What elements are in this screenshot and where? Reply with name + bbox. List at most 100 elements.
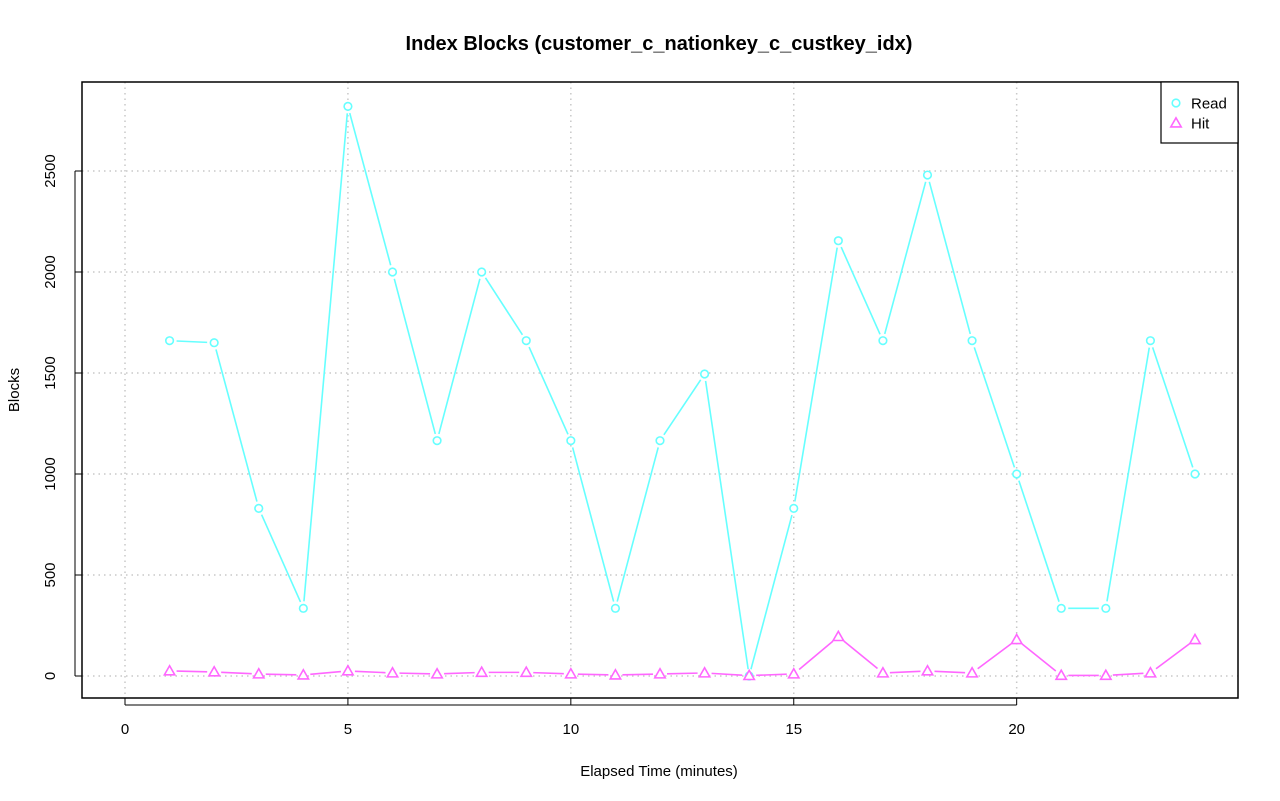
series <box>163 101 1202 681</box>
series-hit-segment <box>577 673 609 676</box>
series-read-segment <box>260 514 302 603</box>
legend: Read Hit <box>1160 81 1239 144</box>
series-hit <box>163 629 1202 681</box>
series-hit-segment <box>1155 643 1190 670</box>
y-tick-label: 1500 <box>42 356 59 389</box>
legend-hit-label: Hit <box>1191 116 1210 133</box>
hit-point <box>430 667 444 679</box>
series-hit-segment <box>1021 643 1057 672</box>
series-read-segment <box>616 447 659 602</box>
series-read-segment <box>215 349 258 502</box>
y-tick-label: 0 <box>42 672 59 680</box>
read-point <box>1056 603 1066 613</box>
x-tick-label: 5 <box>344 721 352 738</box>
series-read-segment <box>438 278 481 435</box>
series-read-segment <box>794 247 838 502</box>
hit-point <box>608 668 622 680</box>
series-read-segment <box>1018 480 1060 602</box>
series-read-segment <box>528 346 569 435</box>
legend-read-marker <box>1171 98 1181 108</box>
read-point <box>521 336 531 346</box>
read-point <box>878 336 888 346</box>
series-read-segment <box>348 112 392 266</box>
y-axis: 0 500 1000 1500 2000 2500 <box>42 154 82 680</box>
hit-point <box>742 668 756 681</box>
x-axis: 0 5 10 15 20 <box>121 698 1025 738</box>
hit-point <box>475 665 489 678</box>
series-hit-segment <box>889 670 921 674</box>
y-tick-label: 500 <box>42 562 59 587</box>
hit-point <box>296 668 310 680</box>
read-point <box>833 236 843 246</box>
hit-point <box>876 666 890 678</box>
series-read-segment <box>928 181 972 335</box>
y-tick-label: 2000 <box>42 255 59 288</box>
hit-point <box>965 666 979 678</box>
series-read-segment <box>176 340 208 344</box>
read-point <box>922 170 933 180</box>
hit-point <box>163 664 177 676</box>
series-read-segment <box>571 447 615 602</box>
series-hit-segment <box>977 643 1012 670</box>
series-read-segment <box>840 246 881 335</box>
series-read <box>164 101 1200 681</box>
series-hit-segment <box>1112 672 1144 676</box>
y-tick-label: 2500 <box>42 154 59 187</box>
series-read-segment <box>663 379 702 436</box>
legend-read-label: Read <box>1191 96 1227 113</box>
series-hit-segment <box>533 671 564 675</box>
read-point <box>1012 469 1022 479</box>
hit-point <box>519 665 533 678</box>
hit-point <box>1054 668 1068 681</box>
hit-point <box>787 667 801 679</box>
series-hit-segment <box>221 671 252 675</box>
hit-point <box>252 667 266 679</box>
series-hit-segment <box>798 640 834 671</box>
x-tick-label: 0 <box>121 721 129 738</box>
read-point <box>1145 336 1156 346</box>
read-point <box>164 336 175 346</box>
series-hit-segment <box>666 672 698 675</box>
x-tick-label: 20 <box>1008 721 1025 738</box>
x-axis-label: Elapsed Time (minutes) <box>580 763 738 780</box>
read-point <box>1190 469 1200 479</box>
read-point <box>610 603 621 613</box>
series-read-segment <box>484 277 524 336</box>
series-hit-segment <box>444 671 475 675</box>
legend-hit-marker <box>1169 116 1183 128</box>
hit-point <box>1143 666 1157 678</box>
x-tick-label: 10 <box>562 721 579 738</box>
hit-point <box>385 666 400 678</box>
hit-point <box>341 664 355 676</box>
series-read-segment <box>883 181 927 335</box>
hit-point <box>920 664 935 676</box>
series-hit-segment <box>843 640 878 670</box>
series-hit-segment <box>711 672 743 676</box>
y-axis-label: Blocks <box>6 368 23 412</box>
chart-title: Index Blocks (customer_c_nationkey_c_cus… <box>406 33 913 55</box>
read-point <box>432 436 442 446</box>
read-point <box>343 101 353 111</box>
y-tick-label: 1000 <box>42 457 59 490</box>
read-point <box>1101 603 1111 613</box>
read-point <box>209 338 219 348</box>
read-point <box>566 436 576 446</box>
hit-point <box>1188 632 1202 645</box>
series-hit-segment <box>310 670 342 676</box>
hit-point <box>698 666 712 678</box>
legend-box <box>1160 81 1239 144</box>
hit-point <box>1010 632 1024 645</box>
read-point <box>254 503 264 513</box>
hit-point <box>564 667 578 679</box>
series-hit-segment <box>265 673 297 676</box>
series-read-segment <box>973 347 1016 468</box>
series-hit-segment <box>756 673 787 677</box>
plot-frame <box>81 81 1239 699</box>
hit-point <box>1099 668 1113 681</box>
series-read-segment <box>303 113 349 602</box>
series-hit-segment <box>176 670 208 673</box>
series-read-segment <box>1106 347 1151 602</box>
hit-point <box>207 665 221 677</box>
